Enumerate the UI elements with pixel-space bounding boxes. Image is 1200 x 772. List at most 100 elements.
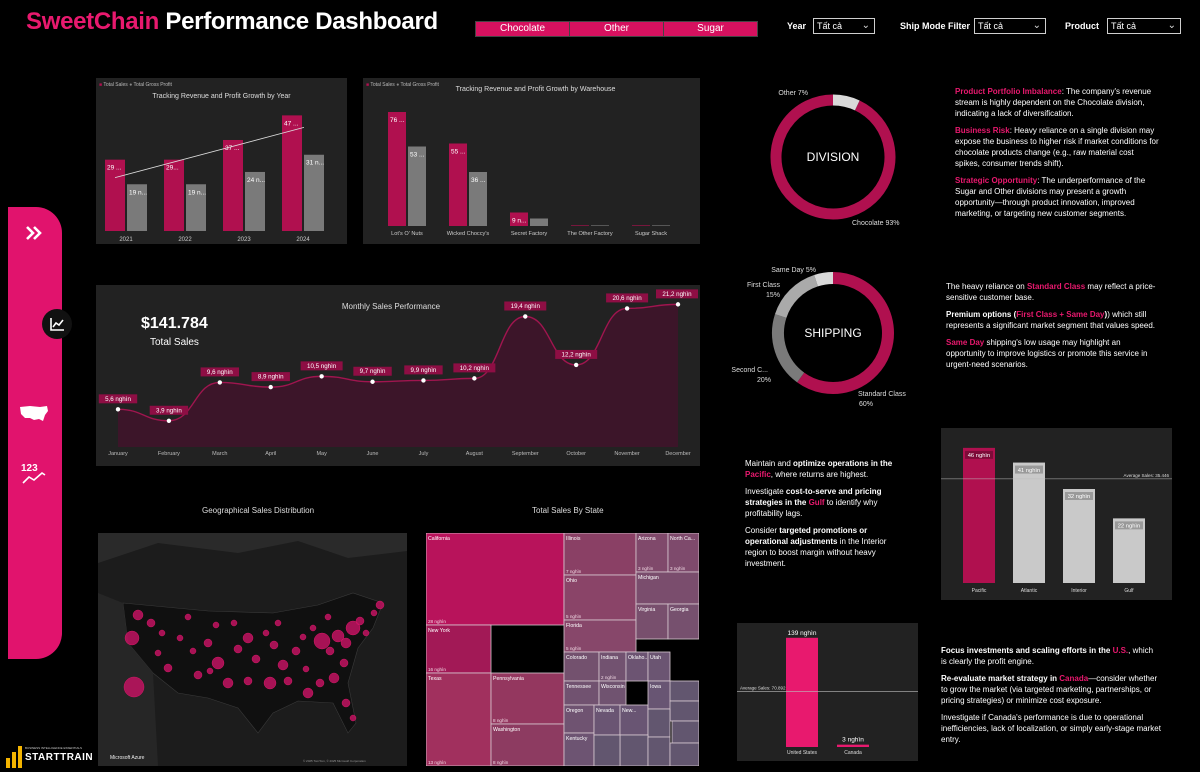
map-sales-bubble[interactable]: [123, 676, 145, 698]
monthly-point[interactable]: [523, 314, 528, 319]
map-sales-bubble[interactable]: [299, 633, 307, 641]
warehouse-bar-sales[interactable]: [571, 225, 589, 226]
donut-slice-chocolate[interactable]: [770, 94, 896, 220]
map-sales-bubble[interactable]: [132, 609, 144, 621]
map-sales-bubble[interactable]: [158, 629, 166, 637]
monthly-point[interactable]: [624, 306, 630, 311]
year-bar-profit-2022[interactable]: [186, 184, 206, 231]
map-sales-bubble[interactable]: [302, 665, 310, 673]
map-sales-bubble[interactable]: [291, 646, 301, 656]
monthly-point[interactable]: [573, 362, 579, 368]
map-sales-bubble[interactable]: [375, 600, 385, 610]
donut-slice-standard-class[interactable]: [797, 272, 894, 394]
region-bar-atlantic[interactable]: [1013, 462, 1045, 583]
treemap-cell[interactable]: [490, 723, 565, 766]
region-bar-pacific[interactable]: [963, 447, 995, 583]
map-sales-bubble[interactable]: [243, 676, 253, 686]
monthly-point[interactable]: [472, 376, 477, 381]
map-sales-bubble[interactable]: [339, 658, 349, 668]
map-sales-bubble[interactable]: [263, 676, 277, 690]
map-sales-bubble[interactable]: [341, 698, 351, 708]
monthly-point[interactable]: [370, 379, 375, 384]
donut-slice-other[interactable]: [832, 94, 860, 111]
treemap-cell-small[interactable]: [669, 700, 699, 722]
map-sales-bubble[interactable]: [184, 613, 192, 621]
treemap-cell-small[interactable]: [671, 720, 699, 744]
map-sales-bubble[interactable]: [313, 632, 331, 650]
country-bar-canada[interactable]: [837, 744, 869, 747]
treemap-cell[interactable]: [563, 619, 637, 653]
map-sales-bubble[interactable]: [212, 621, 220, 629]
monthly-point[interactable]: [217, 380, 223, 385]
map-sales-bubble[interactable]: [302, 687, 314, 699]
monthly-point[interactable]: [166, 418, 172, 423]
map-sales-bubble[interactable]: [349, 714, 357, 722]
donut-slice-same-day[interactable]: [814, 272, 834, 287]
map-sales-bubble[interactable]: [233, 644, 243, 654]
treemap-cell[interactable]: [598, 651, 627, 682]
country-bar-united-states[interactable]: [786, 637, 818, 747]
treemap-cell-small[interactable]: [669, 680, 699, 702]
monthly-point[interactable]: [268, 384, 273, 390]
division-button-other[interactable]: Other: [569, 21, 664, 37]
warehouse-bar-profit[interactable]: [469, 172, 487, 226]
map-sales-bubble[interactable]: [283, 676, 293, 686]
year-bar-sales-2024[interactable]: [282, 115, 302, 231]
treemap-cell[interactable]: [426, 533, 565, 626]
map-sales-bubble[interactable]: [324, 613, 332, 621]
year-filter-select[interactable]: Tất cả ⌄: [813, 18, 875, 34]
treemap-cell[interactable]: [563, 574, 637, 621]
treemap-cell[interactable]: [667, 533, 699, 573]
map-sales-bubble[interactable]: [203, 638, 213, 648]
map-sales-bubble[interactable]: [274, 619, 282, 627]
line-chart-icon[interactable]: [42, 309, 72, 339]
map-sales-bubble[interactable]: [222, 677, 234, 689]
warehouse-bar-sales[interactable]: [632, 225, 650, 226]
warehouse-bar-profit[interactable]: [530, 218, 548, 227]
treemap-cell-small[interactable]: [669, 742, 699, 766]
treemap-cell-small[interactable]: [647, 708, 671, 738]
year-bar-sales-2021[interactable]: [105, 159, 125, 231]
division-button-sugar[interactable]: Sugar: [663, 21, 758, 37]
map-sales-bubble[interactable]: [340, 637, 352, 649]
year-bar-profit-2021[interactable]: [127, 184, 147, 231]
map-sales-bubble[interactable]: [242, 632, 254, 644]
treemap-cell[interactable]: [635, 571, 699, 605]
donut-slice-first-class[interactable]: [774, 274, 819, 319]
number-trend-icon[interactable]: 123: [20, 461, 48, 492]
map-sales-bubble[interactable]: [325, 646, 335, 656]
region-bar-interior[interactable]: [1063, 489, 1095, 583]
map-sales-bubble[interactable]: [331, 629, 345, 643]
treemap-cell[interactable]: [426, 672, 492, 766]
warehouse-bar-sales[interactable]: [449, 143, 467, 227]
treemap-cell[interactable]: [667, 603, 699, 640]
division-button-chocolate[interactable]: Chocolate: [475, 21, 570, 37]
map-sales-bubble[interactable]: [154, 649, 162, 657]
treemap-cell[interactable]: [563, 680, 600, 706]
treemap-cell[interactable]: [426, 624, 492, 674]
year-bar-profit-2023[interactable]: [245, 171, 265, 231]
us-map-icon[interactable]: [18, 403, 50, 430]
monthly-point[interactable]: [675, 302, 681, 307]
map-sales-bubble[interactable]: [146, 618, 156, 628]
map-sales-bubble[interactable]: [309, 624, 317, 632]
map-sales-bubble[interactable]: [277, 659, 289, 671]
map-sales-bubble[interactable]: [206, 667, 214, 675]
map-sales-bubble[interactable]: [230, 619, 238, 627]
donut-slice-second-c-[interactable]: [772, 314, 805, 383]
year-bar-sales-2023[interactable]: [223, 139, 243, 231]
map-sales-bubble[interactable]: [251, 654, 261, 664]
treemap-cell[interactable]: [490, 672, 565, 725]
map-sales-bubble[interactable]: [211, 656, 225, 670]
map-sales-bubble[interactable]: [124, 630, 140, 646]
map-sales-bubble[interactable]: [362, 629, 370, 637]
year-bar-sales-2022[interactable]: [164, 159, 184, 231]
map-sales-bubble[interactable]: [176, 634, 184, 642]
map-sales-bubble[interactable]: [328, 672, 340, 684]
warehouse-bar-profit[interactable]: [408, 146, 426, 227]
map-sales-bubble[interactable]: [355, 616, 365, 626]
warehouse-bar-profit[interactable]: [652, 225, 670, 226]
treemap-cell[interactable]: [563, 651, 600, 682]
product-filter-select[interactable]: Tất cả ⌄: [1107, 18, 1181, 34]
map-sales-bubble[interactable]: [315, 678, 325, 688]
